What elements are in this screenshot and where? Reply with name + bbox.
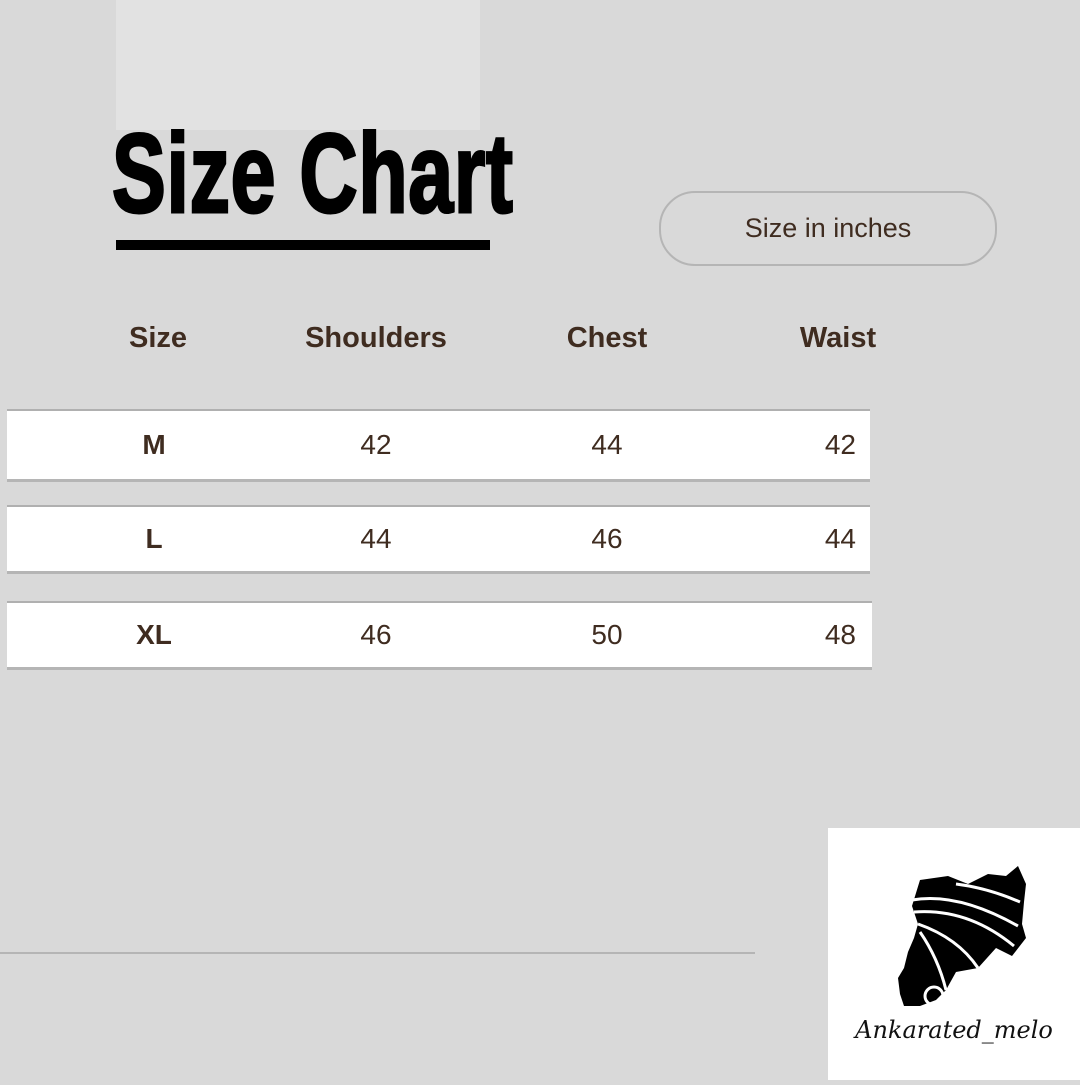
- title-underline: [116, 240, 490, 250]
- shoulders-cell: 42: [360, 429, 392, 460]
- chest-cell: 46: [591, 523, 623, 554]
- unit-badge: Size in inches: [659, 191, 997, 266]
- shoulders-cell: 46: [360, 619, 392, 650]
- waist-cell: 48: [824, 619, 856, 650]
- header-backdrop: [116, 0, 480, 130]
- table-row: L 44 46 44: [7, 505, 870, 574]
- divider: [0, 952, 755, 954]
- column-header-chest: Chest: [566, 322, 648, 354]
- size-cell: XL: [136, 619, 172, 650]
- shoulders-cell: 44: [360, 523, 392, 554]
- brand-logo: Ankarated_melo: [828, 828, 1080, 1080]
- column-header-size: Size: [128, 322, 188, 354]
- column-header-shoulders: Shoulders: [305, 322, 447, 354]
- waist-cell: 44: [824, 523, 856, 554]
- waist-cell: 42: [824, 429, 856, 460]
- size-cell: M: [142, 429, 166, 460]
- page-title: Size Chart: [111, 111, 514, 236]
- column-header-waist: Waist: [799, 322, 877, 354]
- table-row: M 42 44 42: [7, 409, 870, 482]
- woman-head-wrap-silhouette-icon: [898, 866, 1026, 1007]
- table-row: XL 46 50 48: [7, 601, 872, 670]
- chest-cell: 44: [591, 429, 623, 460]
- brand-name: Ankarated_melo: [855, 1016, 1053, 1044]
- chest-cell: 50: [591, 619, 623, 650]
- size-cell: L: [145, 523, 163, 554]
